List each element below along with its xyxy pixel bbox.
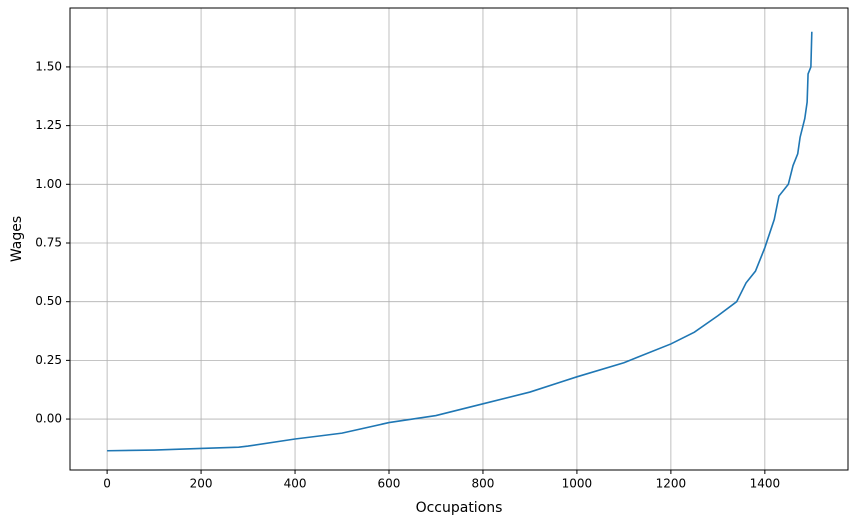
x-tick-label: 800 xyxy=(472,477,495,491)
plot-frame xyxy=(69,7,849,471)
y-tick-label: 1.00 xyxy=(35,177,62,191)
x-tick-label: 1200 xyxy=(656,477,687,491)
x-tick-label: 1400 xyxy=(750,477,781,491)
y-tick-label: 0.00 xyxy=(35,412,62,426)
y-tick-label: 1.25 xyxy=(35,118,62,132)
x-tick-label: 400 xyxy=(284,477,307,491)
y-tick-label: 0.50 xyxy=(35,294,62,308)
x-tick-label: 0 xyxy=(103,477,111,491)
x-axis-label: Occupations xyxy=(416,500,503,516)
y-tick-label: 0.25 xyxy=(35,353,62,367)
y-axis-label: Wages xyxy=(9,216,25,262)
x-tick-label: 600 xyxy=(378,477,401,491)
x-tick-label: 200 xyxy=(190,477,213,491)
data-line xyxy=(107,31,813,452)
x-tick-label: 1000 xyxy=(562,477,593,491)
y-tick-label: 0.75 xyxy=(35,235,62,249)
y-tick-label: 1.50 xyxy=(35,59,62,73)
